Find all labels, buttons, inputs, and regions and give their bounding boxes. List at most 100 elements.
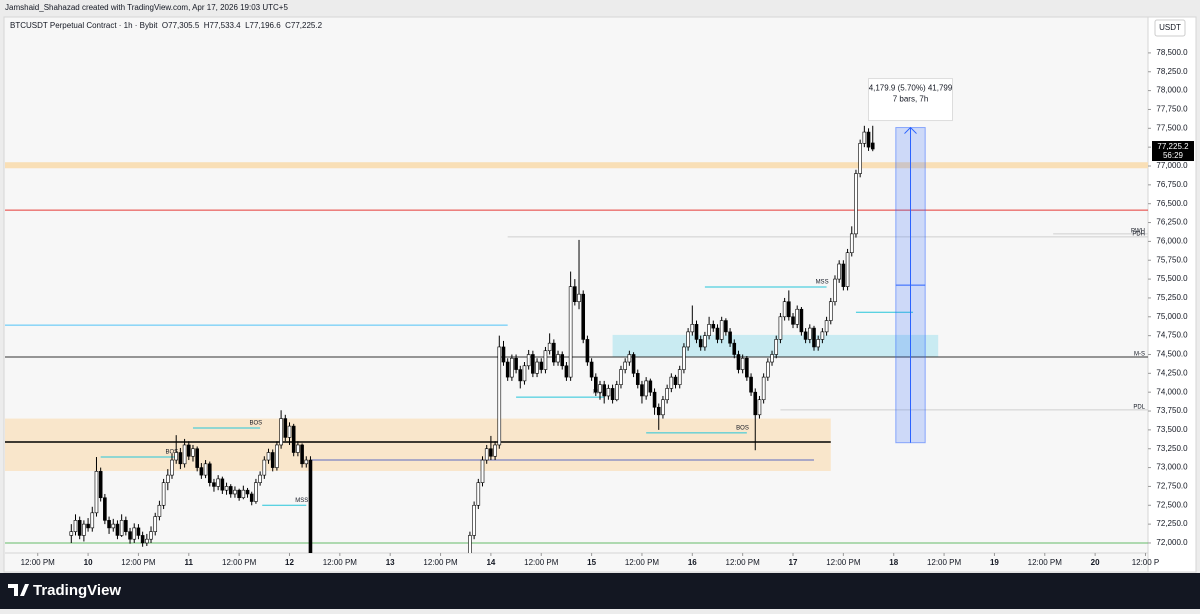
candle-body xyxy=(140,535,145,544)
x-tick-label: 12:00 PM xyxy=(1028,558,1063,567)
y-tick-label: 73,500.0 xyxy=(1156,425,1188,434)
candle-body xyxy=(489,448,493,457)
candle-body xyxy=(128,531,132,540)
measure-bars: 7 bars, 7h xyxy=(893,95,929,104)
x-tick-label: 12:00 PM xyxy=(222,558,257,567)
candle-body xyxy=(728,331,732,344)
candle-body xyxy=(308,459,313,553)
candle-body xyxy=(610,388,615,401)
last-price-box xyxy=(1152,141,1194,162)
candle-body xyxy=(497,346,502,446)
candle-body xyxy=(145,538,149,544)
candle-body xyxy=(119,520,124,536)
level-label: M-S xyxy=(1134,352,1145,358)
candle-body xyxy=(724,320,728,333)
x-tick-label: 13 xyxy=(386,558,395,567)
candle-body xyxy=(86,523,90,529)
level-label: PDH xyxy=(1132,231,1145,237)
candle-body xyxy=(682,346,686,370)
candle-body xyxy=(296,444,300,453)
candle-body xyxy=(161,482,166,506)
candle-body xyxy=(719,320,724,340)
candle-body xyxy=(174,452,178,461)
candle-body xyxy=(585,339,590,363)
candle-body xyxy=(791,316,795,325)
candle-body xyxy=(732,342,737,355)
candle-body xyxy=(568,286,573,378)
candle-body xyxy=(170,459,174,476)
candle-body xyxy=(526,354,531,367)
candle-body xyxy=(493,444,497,457)
candle-body xyxy=(690,324,695,333)
candle-body xyxy=(233,489,237,495)
candle-body xyxy=(199,467,204,476)
candle-body xyxy=(178,452,183,465)
measure-text: 4,179.9 (5.70%) 41,799 xyxy=(869,84,953,93)
y-tick-label: 74,500.0 xyxy=(1156,350,1188,359)
candle-body xyxy=(132,527,137,540)
y-tick-label: 74,250.0 xyxy=(1156,368,1188,377)
candle-body xyxy=(476,482,481,506)
candle-body xyxy=(816,339,820,348)
candle-body xyxy=(254,482,258,502)
candle-body xyxy=(866,131,871,148)
y-tick-label: 78,500.0 xyxy=(1156,48,1188,57)
brand: TradingView xyxy=(33,582,121,599)
candle-body xyxy=(283,418,288,438)
candle-body xyxy=(505,361,510,378)
currency: USDT xyxy=(1159,23,1181,32)
y-tick-label: 77,750.0 xyxy=(1156,105,1188,114)
candle-body xyxy=(849,233,854,254)
candle-body xyxy=(614,384,619,401)
candle-body xyxy=(241,489,246,499)
y-tick-label: 75,750.0 xyxy=(1156,255,1188,264)
candle-body xyxy=(522,365,527,382)
candle-body xyxy=(761,376,766,401)
y-tick-label: 72,000.0 xyxy=(1156,538,1188,547)
candle-body xyxy=(703,335,707,348)
candle-body xyxy=(661,399,665,416)
measure-arrowhead xyxy=(904,126,917,134)
x-tick-label: 12:00 P xyxy=(1132,558,1160,567)
candle-body xyxy=(560,354,565,367)
candle-body xyxy=(698,339,703,348)
logo xyxy=(8,584,29,596)
y-tick-label: 72,750.0 xyxy=(1156,482,1188,491)
candle-body xyxy=(715,327,720,340)
candle-body xyxy=(103,497,107,521)
x-tick-label: 20 xyxy=(1091,558,1100,567)
candle-body xyxy=(224,486,229,491)
y-tick-label: 74,750.0 xyxy=(1156,331,1188,340)
candle-body xyxy=(745,357,749,378)
credit: Jamshaid_Shahazad created with TradingVi… xyxy=(5,3,288,12)
symbol-info: BTCUSDT Perpetual Contract · 1h · Bybit … xyxy=(10,21,323,30)
level-label: PWH xyxy=(1131,228,1145,234)
candle-body xyxy=(619,369,623,385)
x-tick-label: 19 xyxy=(990,558,999,567)
candle-body xyxy=(807,327,812,340)
structure-label: MSS xyxy=(295,498,308,504)
candle-body xyxy=(279,418,283,446)
structure-label: BOS xyxy=(249,421,262,427)
candle-body xyxy=(648,380,653,393)
x-tick-label: 12:00 PM xyxy=(323,558,358,567)
candle-body xyxy=(635,373,640,385)
candle-body xyxy=(736,354,741,370)
structure-label: BOS xyxy=(736,425,749,431)
candle-body xyxy=(191,448,195,457)
candle-body xyxy=(740,357,745,370)
candle-body xyxy=(468,535,472,553)
axes: 72,000.0 72,250.0 72,500.0 72,750.0 73,000.0… xyxy=(21,48,1194,567)
candle-body xyxy=(606,388,611,397)
candle-body xyxy=(631,354,636,374)
candle-body xyxy=(841,263,846,287)
x-tick-label: 12:00 PM xyxy=(625,558,660,567)
candle-body xyxy=(757,399,762,416)
candle-body xyxy=(862,131,867,144)
plot: BOSBOSMSSMSSBOSMSS xyxy=(5,125,1148,553)
candle-body xyxy=(656,406,661,416)
candle-body xyxy=(304,459,309,465)
candle-body xyxy=(803,331,808,340)
candle-body xyxy=(837,263,841,280)
